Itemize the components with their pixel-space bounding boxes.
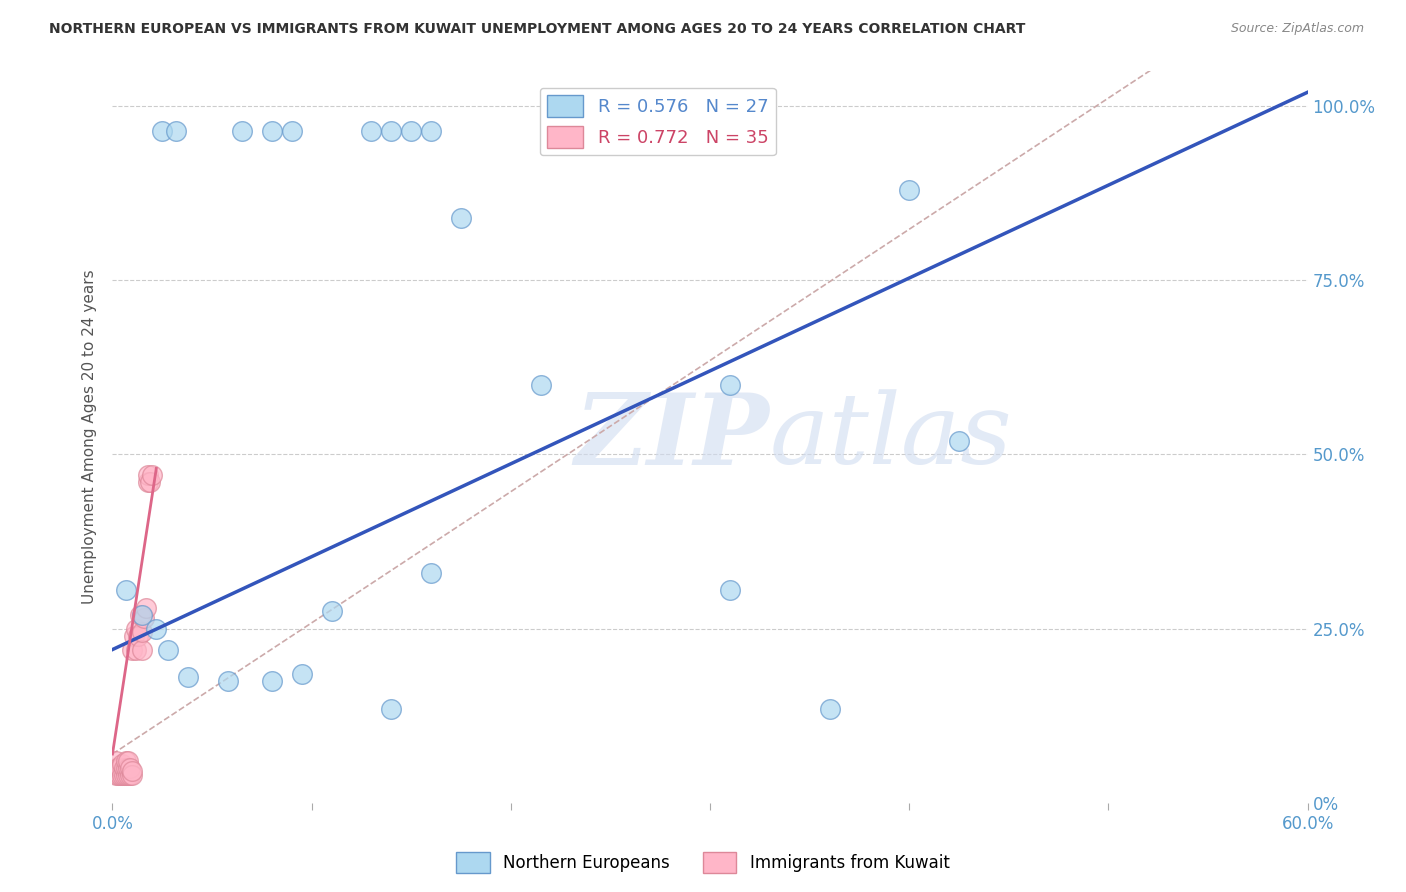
Point xyxy=(107,761,129,775)
Point xyxy=(530,377,553,392)
Point xyxy=(115,583,138,598)
Point xyxy=(110,761,132,775)
Point xyxy=(420,566,443,580)
Point xyxy=(127,629,149,643)
Point xyxy=(291,667,314,681)
Point xyxy=(131,642,153,657)
Point xyxy=(260,673,283,688)
Point xyxy=(121,768,143,782)
Point xyxy=(117,754,139,768)
Point xyxy=(401,123,423,137)
Point xyxy=(114,761,135,775)
Point xyxy=(138,468,160,483)
Point xyxy=(818,702,841,716)
Point xyxy=(105,768,128,782)
Point xyxy=(135,600,157,615)
Point xyxy=(111,757,134,772)
Point xyxy=(380,123,402,137)
Text: atlas: atlas xyxy=(770,390,1012,484)
Point xyxy=(150,123,173,137)
Point xyxy=(124,629,146,643)
Point xyxy=(157,642,180,657)
Point xyxy=(111,768,134,782)
Point xyxy=(120,768,142,782)
Point xyxy=(134,611,156,625)
Point xyxy=(138,475,160,490)
Text: ZIP: ZIP xyxy=(575,389,770,485)
Point xyxy=(105,761,128,775)
Legend: R = 0.576   N = 27, R = 0.772   N = 35: R = 0.576 N = 27, R = 0.772 N = 35 xyxy=(540,87,776,155)
Point xyxy=(115,754,138,768)
Point xyxy=(117,768,139,782)
Point xyxy=(114,768,135,782)
Point xyxy=(450,211,472,225)
Point xyxy=(260,123,283,137)
Point xyxy=(120,761,142,775)
Text: Source: ZipAtlas.com: Source: ZipAtlas.com xyxy=(1230,22,1364,36)
Point xyxy=(115,768,138,782)
Point xyxy=(121,764,143,779)
Point xyxy=(217,673,239,688)
Point xyxy=(177,670,200,684)
Point xyxy=(117,761,139,775)
Point xyxy=(131,607,153,622)
Point xyxy=(231,123,253,137)
Y-axis label: Unemployment Among Ages 20 to 24 years: Unemployment Among Ages 20 to 24 years xyxy=(82,269,97,605)
Point xyxy=(420,123,443,137)
Point xyxy=(948,434,970,448)
Point xyxy=(145,622,167,636)
Point xyxy=(131,625,153,640)
Point xyxy=(139,475,162,490)
Point xyxy=(115,761,138,775)
Point xyxy=(380,702,402,716)
Point xyxy=(107,768,129,782)
Point xyxy=(898,183,921,197)
Point xyxy=(718,377,741,392)
Text: NORTHERN EUROPEAN VS IMMIGRANTS FROM KUWAIT UNEMPLOYMENT AMONG AGES 20 TO 24 YEA: NORTHERN EUROPEAN VS IMMIGRANTS FROM KUW… xyxy=(49,22,1025,37)
Point xyxy=(121,642,143,657)
Point xyxy=(105,754,128,768)
Point xyxy=(125,642,148,657)
Point xyxy=(281,123,304,137)
Point xyxy=(110,768,132,782)
Point xyxy=(125,622,148,636)
Legend: Northern Europeans, Immigrants from Kuwait: Northern Europeans, Immigrants from Kuwa… xyxy=(450,846,956,880)
Point xyxy=(360,123,382,137)
Point xyxy=(129,607,152,622)
Point xyxy=(321,604,343,618)
Point xyxy=(718,583,741,598)
Point xyxy=(165,123,187,137)
Point xyxy=(141,468,163,483)
